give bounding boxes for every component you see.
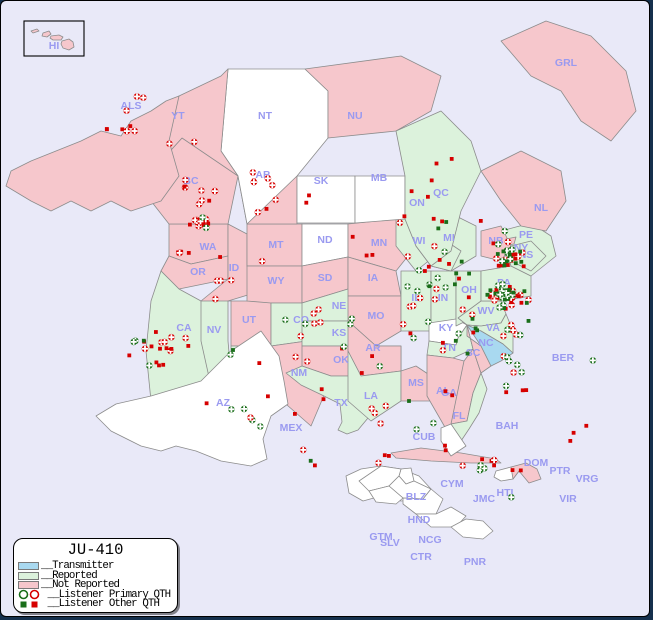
svg-text:NCG: NCG	[418, 534, 441, 546]
svg-text:CYM: CYM	[440, 478, 464, 490]
svg-text:HND: HND	[408, 514, 431, 526]
svg-text:TX: TX	[334, 397, 347, 409]
svg-text:VIR: VIR	[559, 493, 577, 505]
svg-text:WI: WI	[413, 235, 426, 247]
svg-text:OK: OK	[333, 354, 349, 366]
svg-text:ID: ID	[229, 262, 240, 274]
svg-text:OR: OR	[190, 266, 206, 278]
svg-text:HI: HI	[49, 40, 60, 52]
svg-text:DOM: DOM	[524, 457, 549, 469]
svg-text:NL: NL	[534, 202, 549, 214]
svg-text:AZ: AZ	[216, 397, 231, 409]
svg-text:BER: BER	[552, 352, 575, 364]
svg-text:MS: MS	[408, 377, 424, 389]
svg-text:CA: CA	[176, 322, 192, 334]
svg-text:NV: NV	[207, 324, 222, 336]
svg-text:SLV: SLV	[380, 537, 400, 549]
svg-text:GRL: GRL	[555, 57, 578, 69]
svg-text:NU: NU	[347, 110, 362, 122]
svg-text:MEX: MEX	[280, 422, 303, 434]
svg-text:PE: PE	[519, 229, 533, 241]
svg-text:MT: MT	[268, 239, 284, 251]
svg-text:BAH: BAH	[496, 420, 519, 432]
svg-text:KS: KS	[332, 327, 347, 339]
svg-text:MN: MN	[371, 237, 387, 249]
svg-text:NM: NM	[291, 367, 308, 379]
svg-text:YT: YT	[171, 110, 185, 122]
svg-text:VRG: VRG	[576, 473, 599, 485]
svg-text:WY: WY	[268, 275, 285, 287]
svg-text:LA: LA	[364, 390, 378, 402]
svg-text:CUB: CUB	[413, 431, 436, 443]
svg-text:KY: KY	[439, 322, 454, 334]
svg-text:PTR: PTR	[550, 465, 571, 477]
svg-text:ND: ND	[317, 234, 333, 246]
svg-text:MI: MI	[443, 232, 455, 244]
svg-text:MO: MO	[368, 310, 385, 322]
svg-text:NC: NC	[478, 337, 494, 349]
svg-text:IN: IN	[438, 292, 449, 304]
svg-text:VA: VA	[486, 322, 500, 334]
svg-text:IA: IA	[368, 272, 379, 284]
svg-text:FL: FL	[453, 410, 466, 422]
svg-text:MB: MB	[371, 172, 388, 184]
svg-text:SD: SD	[318, 272, 333, 284]
svg-text:WA: WA	[200, 241, 217, 253]
svg-text:BLZ: BLZ	[406, 491, 427, 503]
svg-text:CTR: CTR	[410, 551, 432, 563]
svg-text:JMC: JMC	[473, 493, 496, 505]
svg-text:AR: AR	[365, 342, 381, 354]
svg-text:ON: ON	[409, 197, 425, 209]
svg-text:SK: SK	[314, 175, 329, 187]
svg-text:PNR: PNR	[464, 556, 487, 568]
svg-text:NE: NE	[332, 300, 347, 312]
svg-text:NT: NT	[258, 110, 273, 122]
svg-text:UT: UT	[242, 314, 257, 326]
svg-text:WV: WV	[478, 305, 495, 317]
svg-text:QC: QC	[433, 187, 449, 199]
svg-text:OH: OH	[461, 284, 477, 296]
